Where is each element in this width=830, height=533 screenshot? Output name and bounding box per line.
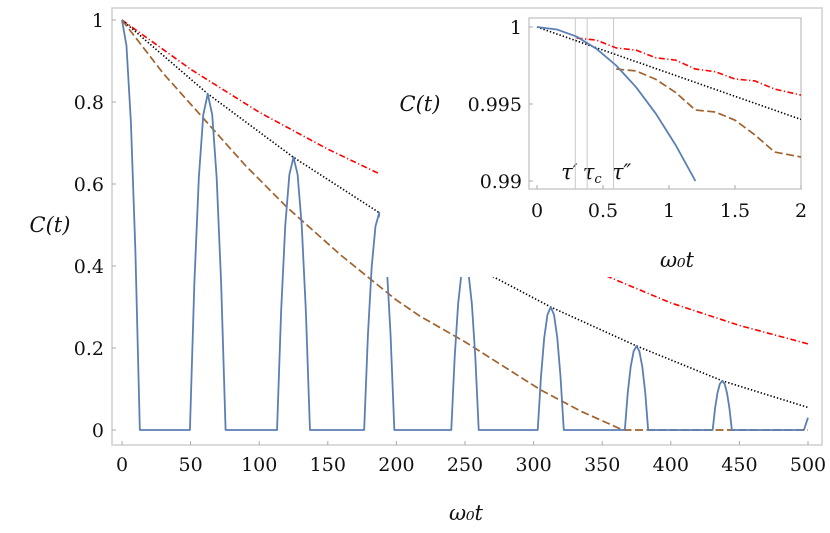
series-dotted-line: [121, 19, 809, 409]
main-axes: 0 50 100 150 200 250 300 350 400 450 500 0 0.2 0.4 0.6…: [74, 10, 826, 476]
y-axis-label: C(t): [30, 213, 71, 237]
time-marker-label: τ′: [561, 160, 578, 184]
x-tick-label: 150: [310, 454, 346, 476]
x-tick-label: 200: [378, 454, 414, 476]
x-tick-label: 0: [531, 200, 543, 222]
x-tick-label: 500: [790, 454, 826, 476]
x-tick-label: 450: [721, 454, 757, 476]
x-tick-label: 1: [663, 200, 675, 222]
series-dotted-line: [536, 26, 801, 121]
x-tick-label: 100: [241, 454, 277, 476]
inset-x-axis-label: ω₀t: [660, 248, 695, 272]
series-dashed-line: [616, 68, 801, 158]
x-tick-label: 1.5: [720, 200, 750, 222]
series-solid-line: [536, 26, 697, 182]
y-tick-label: 0.8: [74, 92, 104, 114]
inset: 0 0.5 1 1.5 2 0.99 0.995 1 τ′ τc τ″ C(t) ω₀t: [380, 12, 818, 277]
y-tick-label: 0.99: [480, 171, 522, 193]
y-tick-label: 1: [92, 10, 104, 32]
y-tick-label: 1: [510, 17, 522, 39]
y-tick-label: 0.2: [74, 338, 104, 360]
x-tick-label: 2: [795, 200, 807, 222]
x-tick-label: 0.5: [588, 200, 618, 222]
x-tick-label: 250: [447, 454, 483, 476]
x-tick-label: 350: [584, 454, 620, 476]
y-tick-label: 0.6: [74, 174, 104, 196]
inset-series: [536, 18, 801, 189]
series-solid-line: [121, 19, 809, 431]
y-tick-label: 0.4: [74, 256, 104, 278]
x-axis-label: ω₀t: [449, 501, 484, 525]
inset-axes: 0 0.5 1 1.5 2 0.99 0.995 1 τ′ τc τ″: [468, 17, 807, 222]
main-series: [121, 19, 809, 431]
x-tick-label: 50: [179, 454, 203, 476]
series-dashed-line: [121, 19, 808, 431]
series-dash-dot-line: [576, 37, 801, 96]
time-marker-label: τc: [583, 160, 603, 187]
x-tick-label: 0: [116, 454, 128, 476]
time-marker-label: τ″: [612, 160, 632, 184]
y-tick-label: 0: [92, 420, 104, 442]
y-tick-label: 0.995: [468, 94, 522, 116]
x-tick-label: 400: [653, 454, 689, 476]
inset-y-axis-label: C(t): [400, 92, 441, 116]
x-tick-label: 300: [515, 454, 551, 476]
